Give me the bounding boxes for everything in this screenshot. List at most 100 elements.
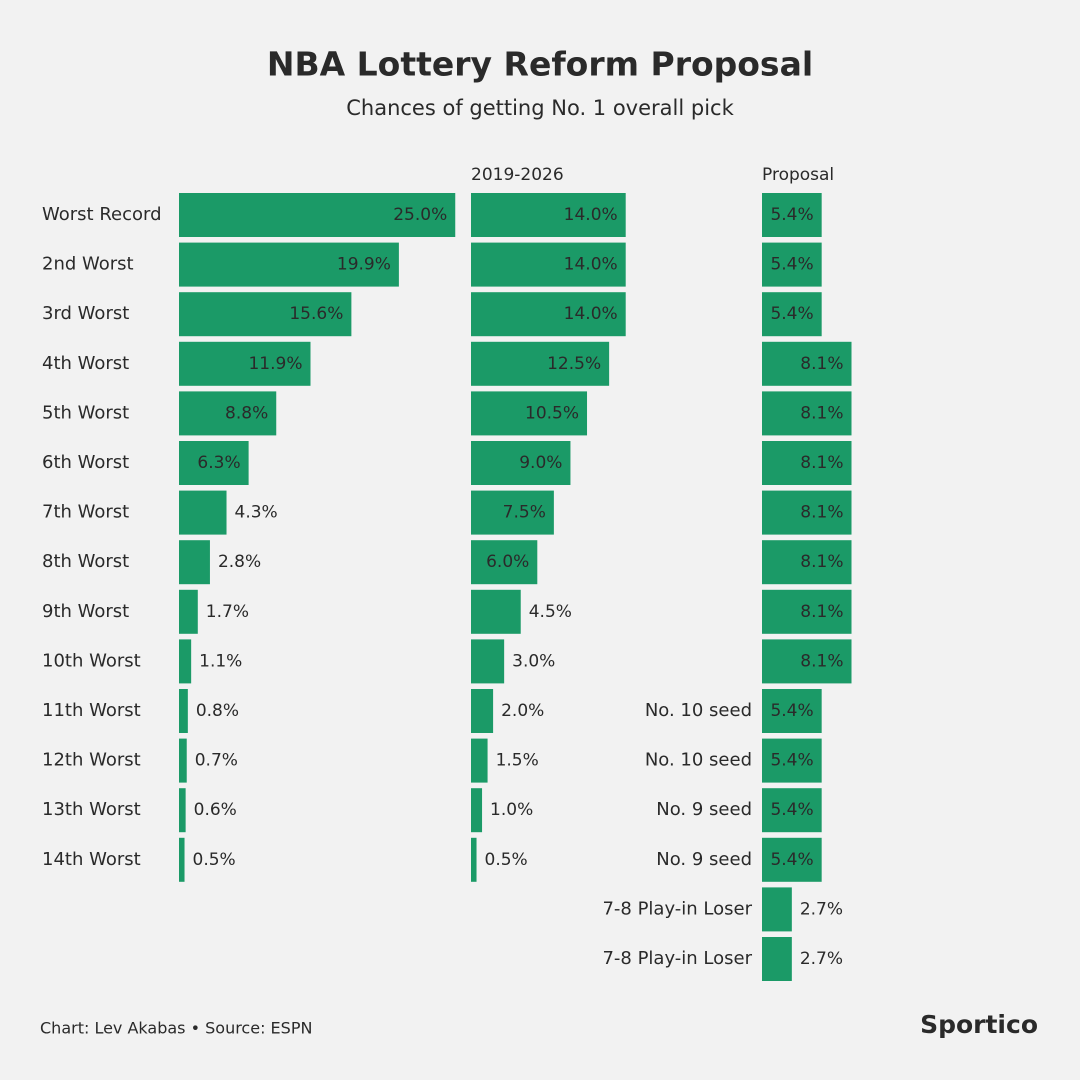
- value-label: 8.1%: [800, 453, 843, 473]
- bar: [762, 193, 822, 237]
- bar: [179, 837, 185, 882]
- category-label: 10th Worst: [42, 650, 141, 671]
- category-label: 7-8 Play-in Loser: [602, 898, 752, 919]
- value-label: 0.5%: [193, 850, 236, 870]
- value-label: 0.5%: [485, 850, 528, 870]
- bar: [471, 738, 488, 783]
- bar: [471, 292, 626, 337]
- bar: [471, 490, 554, 535]
- bar: [762, 788, 822, 833]
- bar: [471, 193, 626, 237]
- value-label: 4.5%: [529, 602, 572, 622]
- value-label: 9.0%: [519, 453, 562, 473]
- value-label: 5.4%: [770, 255, 813, 275]
- value-label: 5.4%: [770, 751, 813, 771]
- bar: [762, 242, 822, 287]
- category-label: 4th Worst: [42, 353, 129, 374]
- bar: [179, 589, 198, 634]
- category-label: 12th Worst: [42, 750, 141, 771]
- value-label: 8.1%: [800, 602, 843, 622]
- value-label: 10.5%: [525, 403, 579, 423]
- value-label: 0.7%: [195, 751, 238, 771]
- bar: [471, 242, 626, 287]
- category-label: 9th Worst: [42, 601, 129, 622]
- category-label: 2nd Worst: [42, 254, 134, 275]
- category-label: 8th Worst: [42, 551, 129, 572]
- panel-header: 2019-2026: [471, 165, 564, 185]
- bar: [471, 639, 505, 684]
- category-label: 14th Worst: [42, 849, 141, 870]
- value-label: 11.9%: [248, 354, 302, 374]
- bar: [762, 490, 852, 535]
- bar: [179, 788, 186, 833]
- value-label: 3.0%: [512, 651, 555, 671]
- value-label: 5.4%: [770, 701, 813, 721]
- bar: [471, 589, 521, 634]
- value-label: 12.5%: [547, 354, 601, 374]
- value-label: 14.0%: [564, 304, 618, 324]
- bar: [471, 391, 588, 436]
- chart-title: NBA Lottery Reform Proposal: [267, 45, 813, 84]
- value-label: 7.5%: [503, 503, 546, 523]
- category-label: 7-8 Play-in Loser: [602, 948, 752, 969]
- bar: [762, 689, 822, 733]
- value-label: 1.0%: [490, 800, 533, 820]
- value-label: 1.7%: [206, 602, 249, 622]
- value-label: 2.8%: [218, 552, 261, 572]
- bar: [762, 292, 822, 337]
- source: Chart: Lev Akabas • Source: ESPN: [40, 1019, 312, 1038]
- bar: [762, 887, 792, 932]
- value-label: 8.8%: [225, 403, 268, 423]
- bar: [471, 341, 610, 386]
- category-label: 3rd Worst: [42, 303, 129, 324]
- category-label: Worst Record: [42, 204, 162, 225]
- value-label: 0.6%: [194, 800, 237, 820]
- value-label: 8.1%: [800, 354, 843, 374]
- bar: [471, 689, 494, 733]
- value-label: 6.3%: [197, 453, 240, 473]
- value-label: 2.7%: [800, 949, 843, 969]
- value-label: 1.5%: [496, 751, 539, 771]
- value-label: 6.0%: [486, 552, 529, 572]
- value-label: 8.1%: [800, 503, 843, 523]
- value-label: 25.0%: [393, 205, 447, 225]
- value-label: 2.0%: [501, 701, 544, 721]
- category-label: No. 10 seed: [645, 700, 752, 721]
- bar: [179, 639, 192, 684]
- value-label: 0.8%: [196, 701, 239, 721]
- bar: [179, 540, 210, 585]
- value-label: 8.1%: [800, 552, 843, 572]
- bar: [179, 391, 277, 436]
- bar: [762, 639, 852, 684]
- panel-header: Proposal: [762, 165, 834, 185]
- bar: [179, 689, 188, 733]
- bar: [179, 441, 249, 485]
- bar: [762, 341, 852, 386]
- bar: [179, 490, 227, 535]
- bar: [762, 540, 852, 585]
- bar: [179, 738, 187, 783]
- value-label: 8.1%: [800, 403, 843, 423]
- value-label: 4.3%: [235, 503, 278, 523]
- value-label: 1.1%: [199, 651, 242, 671]
- category-label: 5th Worst: [42, 402, 129, 423]
- category-label: 13th Worst: [42, 799, 141, 820]
- bar: [179, 242, 399, 287]
- bar: [179, 341, 311, 386]
- value-label: 14.0%: [564, 205, 618, 225]
- bar: [471, 837, 477, 882]
- category-label: No. 9 seed: [656, 849, 752, 870]
- category-label: 6th Worst: [42, 452, 129, 473]
- bar: [762, 391, 852, 436]
- bar: [471, 788, 483, 833]
- category-label: 7th Worst: [42, 502, 129, 523]
- value-label: 15.6%: [289, 304, 343, 324]
- value-label: 5.4%: [770, 304, 813, 324]
- bar: [762, 837, 822, 882]
- bar: [762, 441, 852, 485]
- bar: [762, 589, 852, 634]
- bar: [471, 540, 538, 585]
- bar: [179, 193, 456, 237]
